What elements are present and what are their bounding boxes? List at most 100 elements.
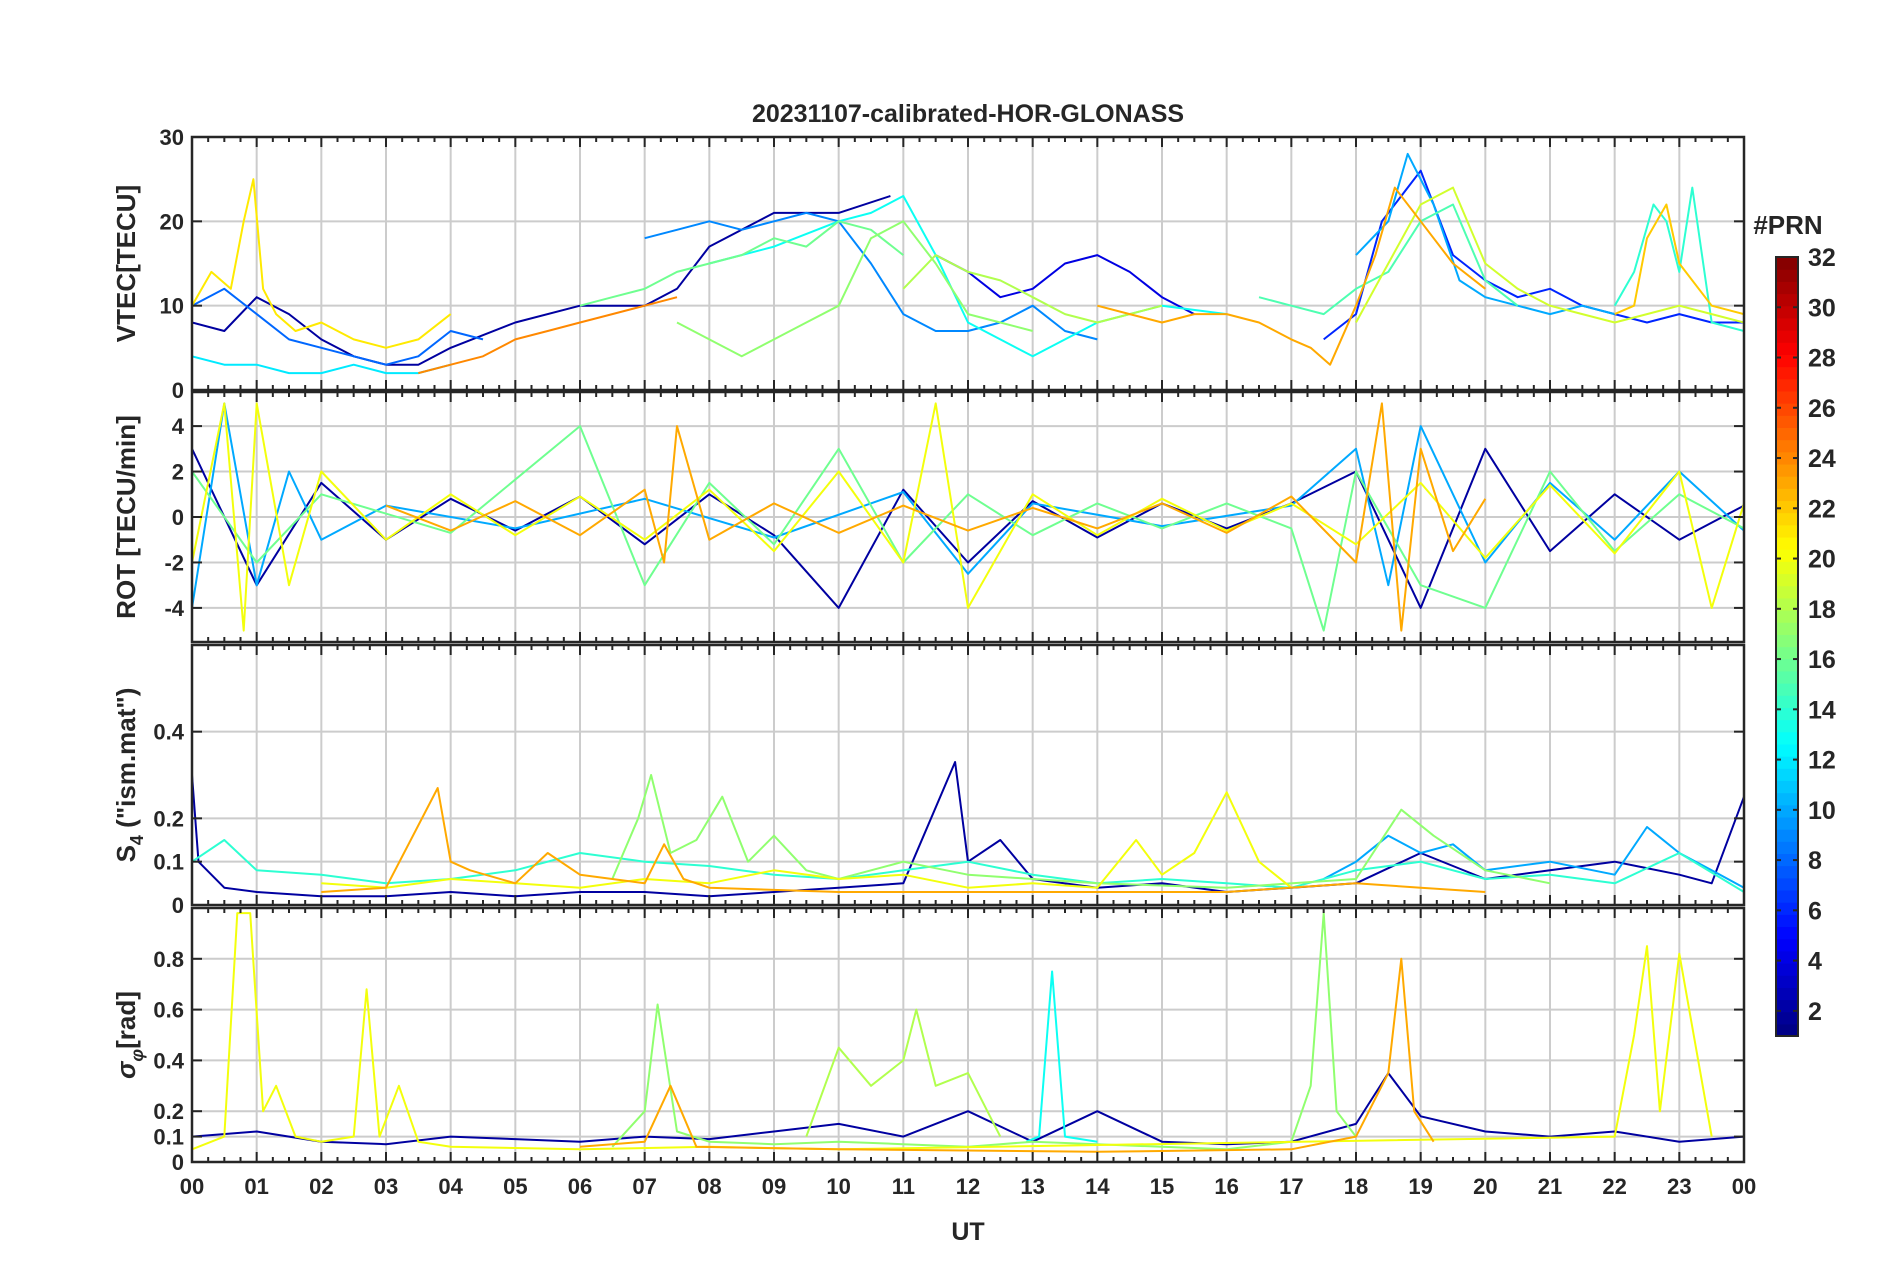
colorbar-segment (1776, 415, 1798, 429)
panel-vtec: 0 10 20 30 VTEC[TECU] (111, 125, 1746, 403)
x-tick-label: 04 (438, 1174, 463, 1199)
series-prn-23 (385, 402, 1487, 632)
x-axis-label: UT (951, 1218, 984, 1246)
colorbar-segment (1776, 902, 1798, 915)
x-tick-label: 21 (1538, 1174, 1562, 1199)
colorbar-segment (1776, 427, 1798, 441)
x-tick-label: 23 (1667, 1174, 1691, 1199)
colorbar-segment (1776, 646, 1798, 660)
colorbar-segment (1776, 488, 1798, 502)
colorbar-segment (1776, 999, 1798, 1013)
colorbar-tick-label: 26 (1808, 395, 1836, 423)
y-axis-label-rot: ROT [TECU/min] (111, 415, 141, 619)
y-tick-label: 20 (160, 209, 184, 234)
colorbar-segment (1776, 536, 1798, 550)
colorbar-segment (1776, 609, 1798, 623)
colorbar-segment (1776, 342, 1798, 355)
colorbar-tick-label: 2 (1808, 998, 1822, 1026)
colorbar-tick-label: 14 (1808, 696, 1836, 724)
x-tick-label: 01 (244, 1174, 268, 1199)
colorbar-tick-label: 12 (1808, 747, 1836, 775)
colorbar-tick-label: 32 (1808, 244, 1836, 272)
y-tick-label: 0.1 (153, 1125, 184, 1150)
series-prn-4 (935, 254, 1195, 315)
series-prn-23 (579, 957, 1435, 1153)
panel-sigma: 00.10.2 0.4 0.6 0.8σφ[rad] 00 01 02 03 04 05 06 07 0… (111, 906, 1756, 1199)
colorbar-segment (1776, 841, 1798, 855)
colorbar-segment (1776, 549, 1798, 562)
series-prn-13 (1025, 970, 1098, 1143)
x-tick-label: 02 (309, 1174, 333, 1199)
colorbar-segment (1776, 938, 1798, 952)
y-axis-label-sigma: σφ[rad] (111, 991, 147, 1079)
chart-title: 20231107-calibrated-HOR-GLONASS (752, 100, 1184, 128)
colorbar-tick-label: 22 (1808, 495, 1836, 523)
colorbar-tick-label: 18 (1808, 596, 1836, 624)
series-prn-16 (579, 220, 904, 307)
y-tick-label: 10 (160, 294, 184, 319)
colorbar-segment (1776, 378, 1798, 392)
colorbar-segment (1776, 792, 1798, 806)
series-prn-8 (192, 287, 484, 366)
colorbar-tick-label: 6 (1808, 897, 1822, 925)
y-axis-label-s4: S4 ("ism.mat") (111, 688, 147, 863)
y-tick-label: 0.4 (153, 1048, 184, 1073)
panel-rot-series-group (192, 402, 1744, 632)
colorbar-segment (1776, 926, 1798, 940)
series-prn-24 (418, 296, 678, 375)
colorbar-segment (1776, 585, 1798, 599)
colorbar-segment (1776, 962, 1798, 976)
colorbar-tick-label: 8 (1808, 847, 1822, 875)
colorbar-segment (1776, 731, 1798, 745)
x-tick-label: 20 (1473, 1174, 1497, 1199)
panel-vtec-series-group (192, 152, 1744, 375)
colorbar-segment (1776, 476, 1798, 489)
y-tick-label: 4 (172, 414, 185, 439)
colorbar-segment (1776, 1023, 1798, 1037)
colorbar-segment (1776, 561, 1798, 575)
y-tick-label: 0 (172, 505, 184, 530)
x-tick-label: 13 (1020, 1174, 1044, 1199)
colorbar-tick-label: 4 (1808, 948, 1822, 976)
series-prn-18 (902, 254, 1163, 324)
colorbar-frame (1775, 256, 1799, 1037)
y-tick-label: -4 (164, 596, 184, 621)
series-prn-18 (805, 1008, 1002, 1138)
x-tick-label: 00 (180, 1174, 204, 1199)
colorbar-segment (1776, 390, 1798, 404)
y-tick-label: 30 (160, 125, 184, 150)
colorbar-segment (1776, 658, 1798, 672)
x-tick-label: 08 (697, 1174, 721, 1199)
panel-rot: -4 -2 0 2 4 ROT [TECU/min] (111, 390, 1746, 644)
colorbar-segment (1776, 451, 1798, 465)
colorbar-segment (1776, 914, 1798, 928)
series-prn-23 (1097, 186, 1486, 366)
colorbar-segment (1776, 780, 1798, 794)
series-prn-17 (676, 220, 1033, 358)
x-tick-label: 10 (826, 1174, 850, 1199)
series-prn-19 (1355, 186, 1744, 324)
colorbar-tick-label: 24 (1808, 445, 1836, 473)
colorbar-segment (1776, 281, 1798, 295)
x-tick-label: 18 (1344, 1174, 1368, 1199)
colorbar-segment (1776, 317, 1798, 331)
colorbar-segment (1776, 257, 1798, 270)
colorbar-segment (1776, 853, 1798, 867)
y-tick-label: 0.2 (153, 806, 184, 831)
series-prn-17 (611, 912, 1357, 1151)
colorbar-segment (1776, 524, 1798, 538)
colorbar-label: #PRN (1753, 210, 1822, 240)
y-tick-label: 0.8 (153, 947, 184, 972)
colorbar-tick-label: 28 (1808, 345, 1836, 373)
x-tick-label: 07 (632, 1174, 656, 1199)
colorbar-segment (1776, 403, 1798, 416)
x-tick-label: 15 (1150, 1174, 1174, 1199)
series-prn-22 (1614, 203, 1744, 316)
x-tick-label: 09 (762, 1174, 786, 1199)
colorbar-segment (1776, 634, 1798, 648)
colorbar-segment (1776, 695, 1798, 708)
colorbar-segment (1776, 877, 1798, 891)
colorbar-segment (1776, 1011, 1798, 1025)
